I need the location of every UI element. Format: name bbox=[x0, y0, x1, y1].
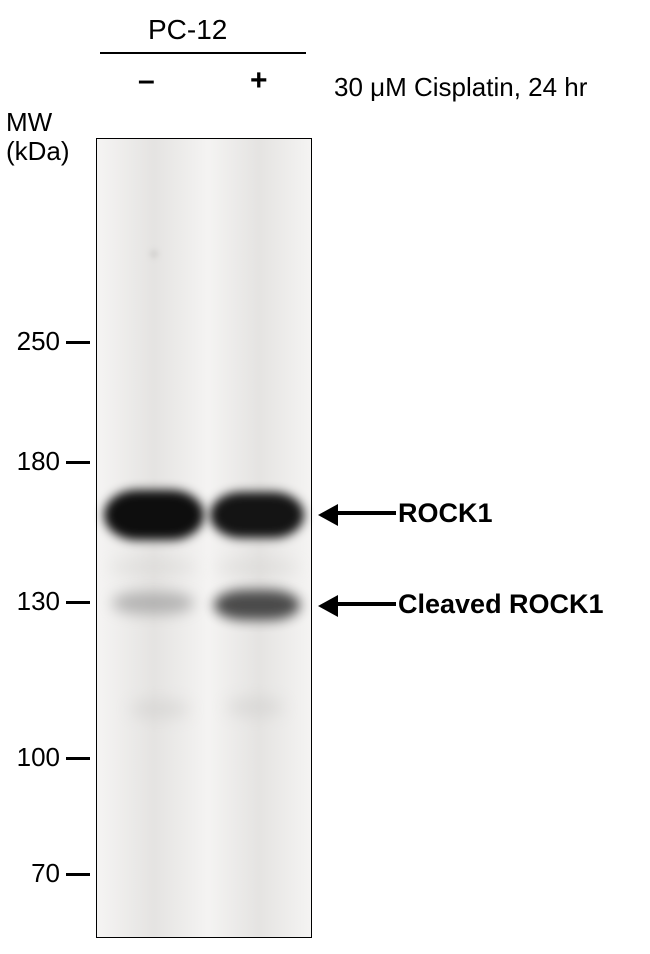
mw-tick-180 bbox=[66, 461, 90, 464]
noise-smudge bbox=[130, 700, 190, 718]
mw-marker-250: 250 bbox=[6, 326, 60, 357]
treatment-label: 30 μM Cisplatin, 24 hr bbox=[334, 72, 587, 103]
mw-tick-250 bbox=[66, 341, 90, 344]
lane-minus-symbol: – bbox=[138, 64, 155, 98]
noise-speck bbox=[150, 250, 158, 258]
mw-tick-100 bbox=[66, 757, 90, 760]
arrow-shaft bbox=[336, 511, 396, 515]
kda-text: (kDa) bbox=[6, 136, 70, 166]
band-cleaved-rock1-lane-minus bbox=[112, 592, 194, 614]
sample-label: PC-12 bbox=[148, 14, 227, 46]
mw-marker-100: 100 bbox=[6, 742, 60, 773]
mw-marker-180: 180 bbox=[6, 446, 60, 477]
band-label-rock1: ROCK1 bbox=[398, 498, 493, 529]
mw-marker-130: 130 bbox=[6, 586, 60, 617]
sample-bar bbox=[100, 52, 306, 54]
lane-shade-2 bbox=[209, 139, 309, 937]
band-rock1-lane-plus bbox=[210, 492, 304, 538]
lane-plus-symbol: + bbox=[250, 64, 268, 98]
mw-tick-130 bbox=[66, 601, 90, 604]
western-blot-figure: PC-12 – + 30 μM Cisplatin, 24 hr MW (kDa… bbox=[0, 0, 650, 954]
mw-tick-70 bbox=[66, 873, 90, 876]
noise-smudge bbox=[108, 560, 198, 574]
mw-text: MW bbox=[6, 107, 52, 137]
arrow-shaft bbox=[336, 602, 396, 606]
band-rock1-lane-minus bbox=[104, 490, 204, 540]
arrow-head-icon bbox=[318, 504, 338, 526]
mw-unit-label: MW (kDa) bbox=[6, 108, 70, 165]
mw-marker-70: 70 bbox=[6, 858, 60, 889]
band-label-cleaved-rock1: Cleaved ROCK1 bbox=[398, 589, 604, 620]
noise-smudge bbox=[214, 560, 300, 574]
band-cleaved-rock1-lane-plus bbox=[214, 590, 300, 620]
noise-smudge bbox=[226, 698, 284, 716]
arrow-head-icon bbox=[318, 595, 338, 617]
